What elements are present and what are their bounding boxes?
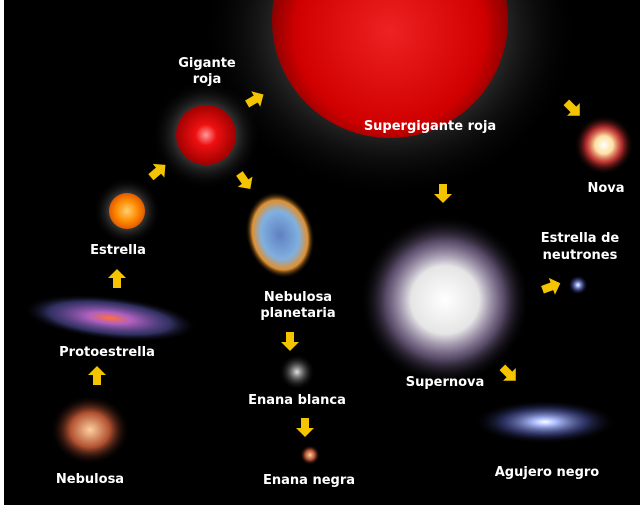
label: planetaria [260,306,335,321]
label: Estrella [90,243,146,258]
label: Nova [587,181,624,196]
label: Agujero negro [495,465,600,480]
label: Supernova [406,375,485,390]
label: Supergigante roja [364,119,496,134]
label: roja [193,72,222,87]
white-dwarf [279,354,315,390]
label: Nebulosa [264,290,332,305]
star [109,193,145,229]
black-dwarf [300,445,320,465]
label: Enana blanca [248,393,346,408]
label: neutrones [543,248,618,263]
label: Protoestrella [59,345,155,360]
giant-star [176,105,236,165]
label: Gigante [178,56,236,71]
label: Estrella de [541,231,620,246]
supernova [360,215,530,385]
stellar-evolution-diagram: Nebulosa Protoestrella Estrella Gigante … [0,0,644,508]
label: Nebulosa [56,472,124,487]
nova [574,115,634,175]
neutron-star [568,275,588,295]
black-hole [473,400,617,444]
label: Enana negra [263,473,355,488]
nebula [50,395,130,465]
